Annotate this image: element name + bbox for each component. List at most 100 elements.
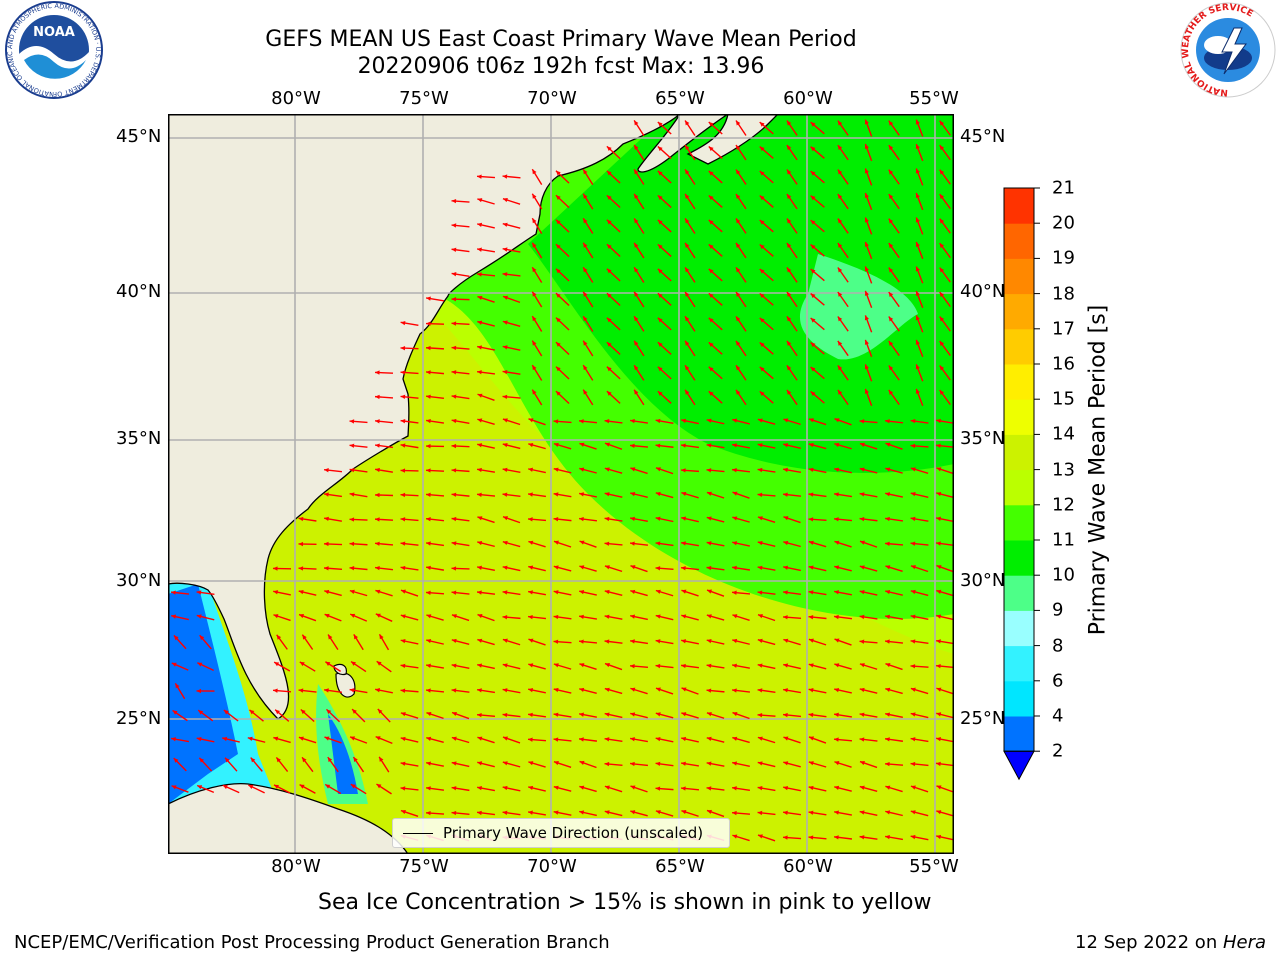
wave-arrow-head bbox=[553, 639, 559, 644]
wave-arrow-head bbox=[298, 688, 304, 693]
wave-arrow-head bbox=[757, 467, 763, 473]
wave-arrow-head bbox=[400, 786, 406, 791]
wave-arrow-head bbox=[783, 516, 789, 521]
colorbar-segment bbox=[1004, 223, 1034, 259]
footer-machine: Hera bbox=[1222, 932, 1266, 953]
wave-arrow-head bbox=[859, 467, 865, 472]
wave-arrow-head bbox=[910, 639, 916, 644]
wave-arrow-head bbox=[173, 635, 179, 641]
wave-arrow-head bbox=[939, 120, 945, 126]
wave-arrow-head bbox=[583, 242, 588, 248]
wave-arrow-head bbox=[553, 492, 559, 497]
wave-arrow-head bbox=[579, 785, 585, 790]
wave-arrow-head bbox=[732, 590, 737, 595]
wave-arrow-head bbox=[349, 688, 355, 693]
wave-arrow-head bbox=[759, 220, 765, 225]
wave-arrow-head bbox=[681, 761, 686, 766]
wave-arrow-head bbox=[735, 389, 741, 395]
wave-arrow-head bbox=[477, 467, 482, 473]
map-subtitle: 20220906 t06z 192h fcst Max: 13.96 bbox=[357, 54, 765, 79]
wave-arrow-head bbox=[400, 468, 406, 473]
wave-arrow-head bbox=[786, 389, 792, 395]
wave-arrow-head bbox=[681, 418, 687, 424]
wave-arrow-head bbox=[735, 145, 741, 150]
wave-arrow-head bbox=[837, 340, 843, 346]
wave-arrow-head bbox=[888, 169, 894, 175]
wave-arrow-head bbox=[528, 418, 534, 423]
lat-label-left-45n: 45°N bbox=[116, 126, 162, 147]
wave-arrow-head bbox=[808, 540, 814, 545]
wave-arrow-head bbox=[936, 565, 942, 570]
wave-arrow-head bbox=[634, 169, 639, 175]
wave-arrow-head bbox=[400, 517, 406, 522]
wave-arrow-head bbox=[528, 663, 534, 668]
bahamas-island-abaco bbox=[333, 663, 347, 676]
wave-arrow-head bbox=[657, 391, 663, 396]
wave-arrow-head bbox=[864, 119, 869, 125]
wave-arrow-head bbox=[834, 712, 839, 717]
wave-arrow-head bbox=[630, 589, 636, 595]
colorbar-under-extension bbox=[1003, 750, 1035, 781]
wave-arrow-head bbox=[910, 834, 916, 840]
wave-arrow-head bbox=[579, 419, 584, 424]
wave-arrow-head bbox=[939, 316, 945, 322]
wave-arrow-head bbox=[349, 443, 355, 448]
wave-arrow-head bbox=[606, 317, 612, 323]
wave-arrow-head bbox=[349, 541, 355, 547]
wave-arrow-head bbox=[426, 541, 431, 546]
wave-arrow-head bbox=[885, 467, 891, 472]
wave-arrow-head bbox=[528, 614, 533, 620]
wave-arrow-head bbox=[681, 687, 687, 692]
wave-arrow-head bbox=[298, 589, 304, 595]
wave-arrow-head bbox=[910, 418, 916, 424]
wave-arrow-head bbox=[604, 565, 610, 570]
colorbar-tick-label: 21 bbox=[1052, 177, 1075, 199]
wave-arrow-head bbox=[606, 195, 612, 200]
wave-arrow-head bbox=[477, 540, 483, 546]
wave-arrow-head bbox=[606, 342, 612, 347]
wave-arrow-head bbox=[555, 317, 561, 323]
wave-arrow-head bbox=[655, 712, 661, 717]
wave-arrow-head bbox=[583, 169, 588, 175]
wave-arrow-head bbox=[451, 688, 457, 693]
colorbar-tick-label: 17 bbox=[1052, 318, 1075, 340]
wave-arrow-head bbox=[757, 810, 763, 816]
wave-arrow-head bbox=[528, 761, 534, 766]
wave-arrow-head bbox=[528, 492, 533, 497]
wave-arrow-head bbox=[808, 442, 814, 448]
wave-arrow-head bbox=[809, 736, 815, 741]
wave-arrow-head bbox=[786, 316, 792, 322]
wave-arrow-head bbox=[655, 761, 661, 767]
wave-arrow-head bbox=[349, 589, 355, 594]
wave-arrow-head bbox=[376, 661, 382, 666]
wave-arrow-head bbox=[379, 756, 384, 762]
wave-arrow-head bbox=[630, 418, 635, 424]
wave-arrow-head bbox=[707, 589, 712, 594]
wave-arrow-head bbox=[604, 810, 610, 815]
wave-arrow-head bbox=[757, 663, 763, 668]
wave-arrow-head bbox=[634, 193, 639, 199]
wave-arrow-head bbox=[196, 736, 202, 742]
wave-arrow-head bbox=[885, 492, 891, 497]
wave-arrow-head bbox=[553, 785, 559, 790]
wave-arrow-head bbox=[377, 708, 383, 714]
wave-arrow-head bbox=[502, 247, 508, 252]
wave-arrow-head bbox=[939, 194, 945, 200]
wave-arrow-head bbox=[732, 736, 738, 741]
wave-arrow-head bbox=[885, 419, 890, 424]
wave-arrow-head bbox=[400, 688, 406, 693]
wave-arrow-head bbox=[834, 565, 840, 570]
wave-arrow-head bbox=[400, 736, 406, 742]
wave-arrow-head bbox=[328, 634, 333, 640]
wave-arrow-head bbox=[400, 320, 406, 326]
wave-arrow-head bbox=[936, 467, 942, 472]
wave-arrow-head bbox=[630, 492, 636, 497]
wave-arrow-head bbox=[939, 292, 945, 298]
wave-arrow-head bbox=[757, 443, 763, 448]
colorbar-tick-label: 6 bbox=[1052, 670, 1064, 692]
wave-arrow-head bbox=[426, 590, 431, 595]
wave-arrow-head bbox=[630, 541, 635, 546]
wave-arrow-head bbox=[786, 242, 792, 248]
wave-arrow-head bbox=[325, 784, 331, 789]
wave-arrow-head bbox=[426, 736, 432, 741]
